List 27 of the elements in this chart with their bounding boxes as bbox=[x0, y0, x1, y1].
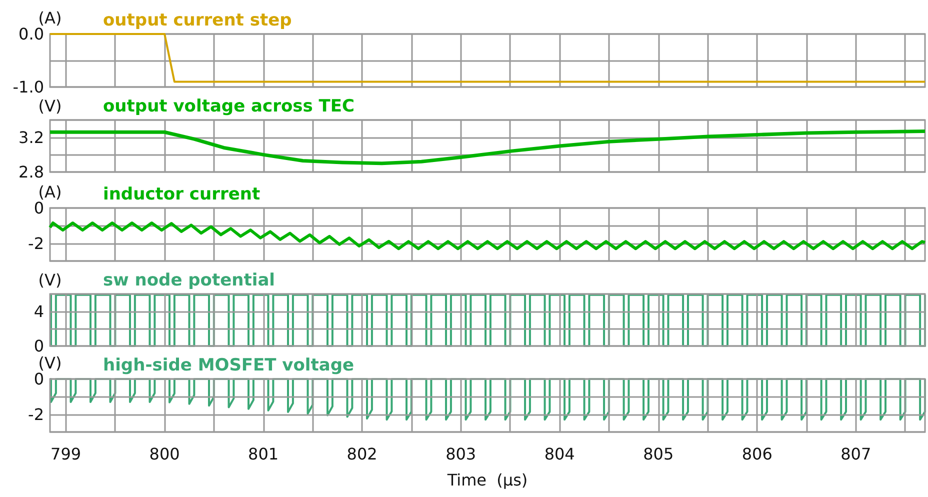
chart-title: high-side MOSFET voltage bbox=[103, 356, 354, 376]
x-tick-label: 799 bbox=[50, 444, 82, 464]
y-tick-label: 3.2 bbox=[18, 128, 44, 147]
chart-title: output voltage across TEC bbox=[103, 96, 354, 116]
line-series bbox=[48, 222, 926, 250]
x-tick-label: 807 bbox=[840, 444, 872, 464]
y-tick-label: -2 bbox=[28, 404, 44, 424]
y-tick-label: -1.0 bbox=[12, 78, 44, 96]
x-tick-label: 802 bbox=[346, 444, 378, 464]
x-tick-label: 805 bbox=[643, 444, 674, 464]
chart-title: sw node potential bbox=[103, 270, 276, 290]
y-tick-label: 4 bbox=[34, 302, 44, 321]
y-tick-label: -2 bbox=[28, 234, 44, 253]
chart-title: output current step bbox=[103, 10, 292, 30]
y-axis-title: (V) bbox=[38, 270, 62, 290]
chart-title: inductor current bbox=[103, 184, 260, 204]
line-series bbox=[49, 378, 926, 421]
x-axis-title: Time (µs) bbox=[446, 470, 528, 490]
y-tick-label: 2.8 bbox=[18, 162, 44, 182]
y-tick-label: 0 bbox=[34, 336, 44, 356]
x-tick-label: 803 bbox=[446, 444, 476, 464]
x-tick-label: 800 bbox=[149, 444, 180, 464]
line-series bbox=[48, 130, 927, 166]
x-tick-label: 801 bbox=[248, 444, 279, 464]
x-tick-label: 804 bbox=[544, 444, 575, 464]
y-axis-title: (V) bbox=[38, 96, 62, 116]
x-tick-label: 806 bbox=[742, 444, 772, 464]
